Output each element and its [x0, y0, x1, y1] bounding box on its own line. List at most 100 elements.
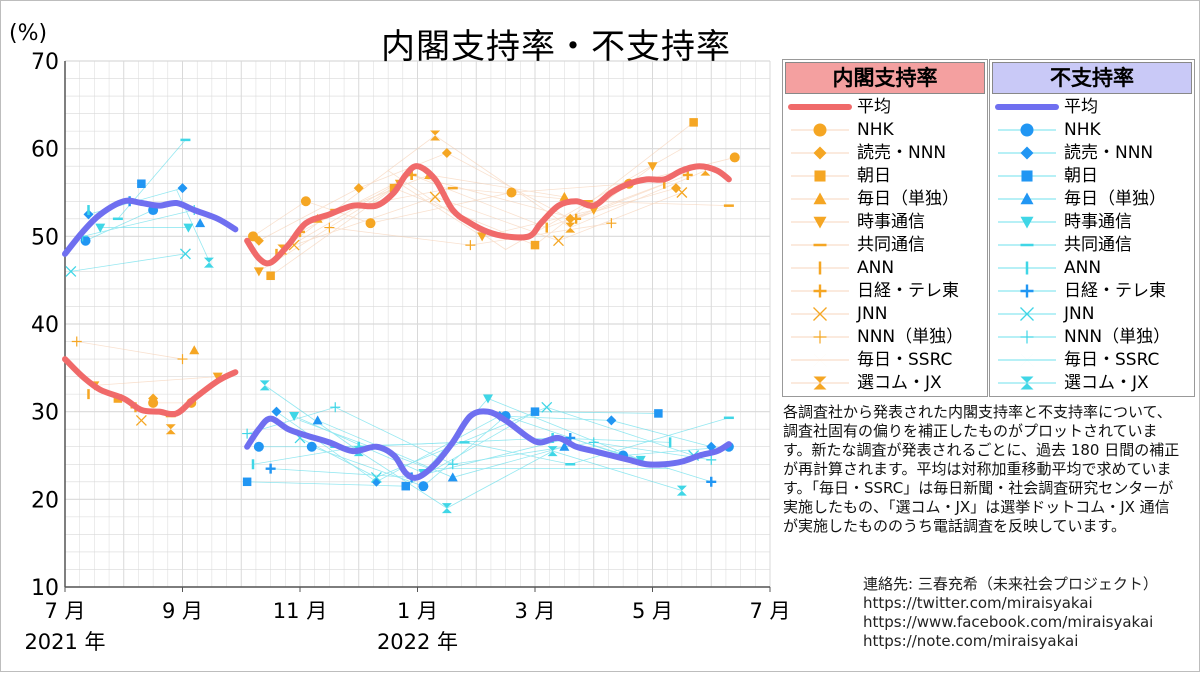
chart-title: 内閣支持率・不支持率 [381, 27, 731, 67]
legend-symbol-icon [998, 376, 1056, 390]
legend-item: 選コム・JX [990, 372, 1194, 394]
legend-approve: 内閣支持率 平均 NHK 読売・NNN 朝日 毎日（単独） 時事通信 共同通信 ANN 日経・テ… [782, 59, 988, 397]
disapprove-point [183, 223, 194, 233]
disapprove-point [418, 481, 429, 492]
contact-facebook-link[interactable]: https://www.facebook.com/miraisyakai [863, 613, 1154, 631]
approve-point [300, 196, 311, 207]
legend-item: NHK [990, 119, 1194, 141]
approve-point [441, 148, 452, 159]
legend-item: 毎日・SSRC [783, 349, 987, 371]
legend-label: 平均 [1064, 97, 1098, 117]
legend-symbol-icon [791, 146, 849, 160]
approve-point [430, 130, 441, 141]
approve-point [248, 231, 258, 242]
legend-label: 選コム・JX [857, 373, 942, 393]
pollster-trend-line [85, 209, 154, 242]
approve-point [571, 213, 582, 224]
contact-note-link[interactable]: https://note.com/miraisyakai [863, 632, 1079, 650]
disapprove-point [171, 184, 182, 195]
legend-symbol-icon [998, 307, 1056, 321]
disapprove-point [137, 179, 146, 188]
legend-marker-icon [814, 170, 826, 182]
approve-point [500, 244, 511, 255]
legend-label: 読売・NNN [857, 143, 947, 163]
approve-point [477, 232, 488, 242]
pollster-trend-line [276, 174, 665, 255]
legend-item: ANN [783, 257, 987, 279]
legend-marker-icon [1020, 353, 1034, 367]
legend-marker-icon [813, 123, 827, 137]
legend-item: ANN [990, 257, 1194, 279]
disapprove-point [370, 471, 382, 483]
contact-block: 連絡先: 三春充希（未来社会プロジェクト） https://twitter.co… [863, 575, 1158, 651]
disapprove-point [295, 415, 305, 426]
legend-item: 共同通信 [783, 234, 987, 256]
legend-item: 時事通信 [990, 211, 1194, 233]
approve-point [559, 191, 570, 201]
legend-marker-icon [813, 216, 827, 229]
contact-twitter-link[interactable]: https://twitter.com/miraisyakai [863, 594, 1093, 612]
disapprove-point [179, 248, 191, 260]
legend-symbol-icon [791, 123, 849, 137]
legend-symbol-icon [998, 146, 1056, 160]
disapprove-point [177, 183, 188, 194]
y-tick-label: 10 [31, 576, 59, 601]
disapprove-point [253, 441, 264, 452]
approve-point [671, 183, 681, 194]
x-tick-label: 11 月 [273, 599, 327, 623]
pollster-trend-line [293, 192, 683, 246]
legend-label: 日経・テレ東 [857, 281, 959, 301]
legend-label: 朝日 [857, 166, 891, 186]
approve-point [565, 222, 576, 233]
legend-label: 選コム・JX [1064, 373, 1149, 393]
disapprove-point [306, 441, 317, 452]
approve-point [553, 235, 564, 247]
disapprove-point [441, 503, 452, 514]
x-tick-label: 5 月 [632, 599, 673, 623]
legend-item: 選コム・JX [783, 372, 987, 394]
disapprove-point [271, 406, 282, 417]
legend-label: 時事通信 [1064, 212, 1132, 232]
legend-marker-icon [1020, 123, 1034, 137]
legend-symbol-icon [791, 192, 849, 205]
pollster-trend-line [258, 415, 729, 487]
methodology-note: 各調査社から発表された内閣支持率と不支持率について、調査社固有の偏りを補正したも… [783, 403, 1180, 535]
legend-item: NHK [783, 119, 987, 141]
pollster-trend-line [247, 411, 659, 487]
approve-average-line [244, 163, 732, 267]
legend-item: 毎日（単独） [990, 188, 1194, 210]
y-tick-label: 50 [31, 225, 59, 250]
legend-label: 毎日（単独） [1064, 189, 1166, 209]
legend-item: 平均 [783, 96, 987, 118]
approve-point [465, 240, 476, 251]
legend-symbol-icon [791, 376, 849, 390]
approve-point [71, 336, 82, 347]
legend-item: 日経・テレ東 [990, 280, 1194, 302]
legend-label: JNN [857, 304, 888, 324]
approve-point [606, 218, 617, 229]
disapprove-point [588, 437, 599, 448]
pollster-trend-line [70, 253, 186, 272]
legend-marker-icon [1020, 192, 1034, 205]
legend-label: NNN（単独） [1064, 327, 1171, 347]
legend-marker-icon [1021, 170, 1033, 182]
disapprove-point [195, 218, 206, 228]
y-unit-label: (%) [9, 21, 48, 46]
y-tick-label: 40 [31, 313, 59, 338]
pollster-trend-line [299, 420, 671, 470]
approve-point [506, 187, 517, 198]
legend-symbol-icon [998, 243, 1056, 247]
legend-item: 朝日 [783, 165, 987, 187]
approve-point [148, 393, 159, 404]
x-year-label: 2021 年 [24, 630, 105, 654]
approve-point [676, 187, 688, 198]
approve-point [135, 414, 147, 426]
y-tick-label: 70 [31, 50, 59, 75]
x-tick-label: 9 月 [162, 599, 203, 623]
legend-symbol-icon [998, 284, 1056, 298]
legend-symbol-icon [998, 170, 1056, 182]
legend-marker-icon [813, 192, 827, 205]
legend-symbol-icon [998, 330, 1056, 344]
approve-point [689, 118, 698, 127]
legend-marker-icon [813, 353, 827, 367]
